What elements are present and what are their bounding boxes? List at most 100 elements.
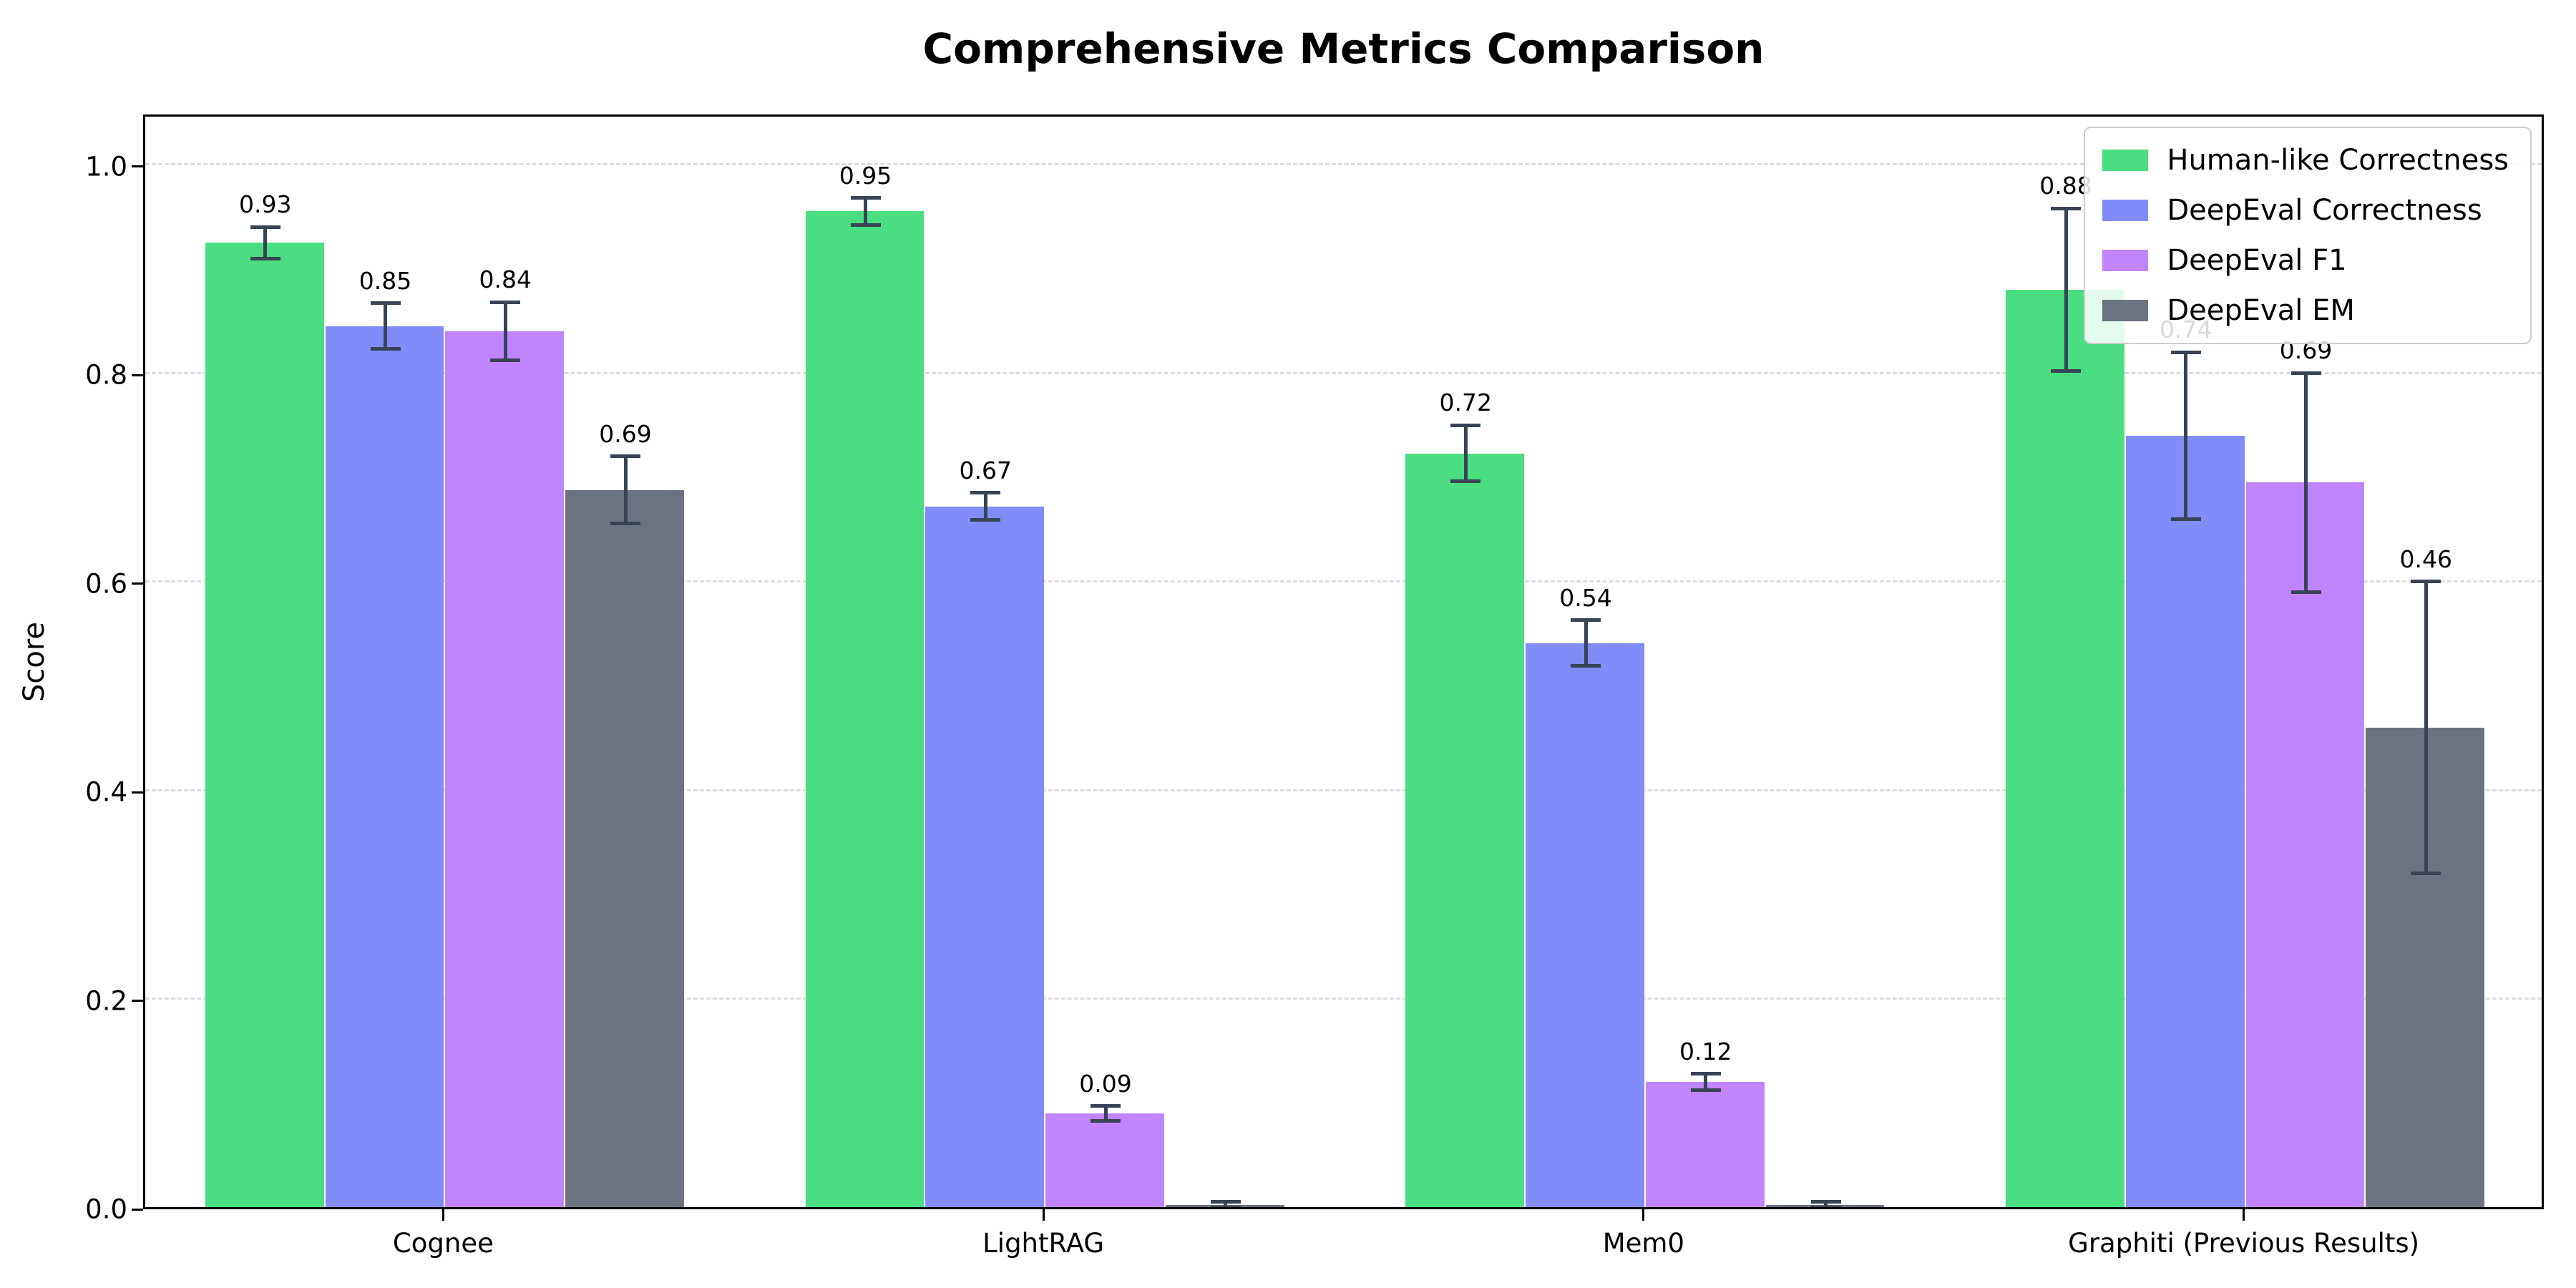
error-bar-cap	[1690, 1072, 1721, 1075]
error-bar-cap	[1450, 423, 1481, 427]
legend-item: DeepEval EM	[2102, 294, 2509, 327]
error-bar-cap	[1091, 1104, 1121, 1108]
bar-value-label: 0.12	[1679, 1037, 1732, 1065]
y-tick-label: 0.6	[85, 568, 127, 600]
legend-swatch	[2102, 300, 2149, 321]
error-bar-cap	[2290, 371, 2321, 375]
bar-value-label: 0.93	[239, 190, 292, 219]
bar	[2006, 289, 2124, 1207]
y-tick-label: 0.0	[85, 1194, 127, 1225]
bar	[1405, 453, 1525, 1207]
bar	[925, 506, 1045, 1207]
bar	[805, 211, 924, 1207]
y-tick-mark	[132, 1208, 143, 1211]
error-bar-line	[2064, 208, 2068, 371]
x-tick-mark	[441, 1209, 444, 1221]
bar	[445, 331, 565, 1207]
legend-label: DeepEval EM	[2167, 294, 2355, 327]
error-bar-cap	[1690, 1088, 1721, 1093]
bar	[325, 326, 444, 1207]
chart-title: Comprehensive Metrics Comparison	[922, 24, 1765, 73]
error-bar-line	[1463, 425, 1468, 482]
bar-value-label: 0.54	[1559, 583, 1612, 612]
legend-label: DeepEval Correctness	[2167, 194, 2482, 227]
error-bar-line	[503, 302, 507, 361]
bar	[1526, 643, 1644, 1207]
legend-swatch	[2102, 200, 2149, 221]
error-bar-cap	[970, 491, 1001, 495]
error-bar-line	[864, 197, 867, 225]
legend-label: DeepEval F1	[2167, 244, 2347, 277]
bar-value-label: 0.67	[959, 456, 1012, 484]
gridline	[145, 580, 2542, 583]
bar-value-label: 0.72	[1439, 389, 1492, 417]
error-bar-cap	[490, 300, 521, 304]
legend-item: DeepEval Correctness	[2102, 194, 2509, 227]
legend-label: Human-like Correctness	[2167, 144, 2509, 177]
error-bar-line	[983, 492, 987, 520]
error-bar-cap	[2051, 206, 2081, 210]
y-tick-mark	[132, 582, 143, 585]
bar-value-label: 0.88	[2039, 172, 2092, 200]
error-bar-cap	[250, 256, 280, 260]
x-tick-label: LightRAG	[982, 1228, 1105, 1259]
gridline	[145, 371, 2542, 374]
y-axis-label: Score	[18, 621, 51, 703]
error-bar-cap	[1210, 1200, 1241, 1204]
legend-swatch	[2102, 150, 2149, 171]
bar-value-label: 0.84	[479, 265, 532, 294]
legend: Human-like Correctness DeepEval Correctne…	[2084, 127, 2532, 344]
bar-value-label: 0.95	[839, 161, 892, 190]
x-tick-mark	[1642, 1209, 1645, 1221]
error-bar-cap	[610, 521, 640, 525]
error-bar-cap	[610, 454, 640, 459]
bar	[205, 243, 324, 1207]
y-tick-mark	[132, 1000, 143, 1002]
y-tick-label: 0.4	[85, 776, 127, 808]
y-tick-mark	[132, 165, 143, 168]
error-bar-cap	[1571, 618, 1601, 623]
error-bar-cap	[490, 358, 521, 363]
x-tick-mark	[2243, 1209, 2245, 1221]
error-bar-line	[2424, 581, 2428, 874]
error-bar-cap	[2411, 872, 2441, 876]
error-bar-line	[2304, 373, 2308, 592]
error-bar-cap	[250, 225, 280, 229]
bar	[565, 489, 684, 1207]
bar-value-label: 0.69	[599, 419, 652, 448]
error-bar-cap	[370, 301, 401, 306]
gridline	[145, 997, 2542, 1000]
error-bar-cap	[2411, 580, 2441, 584]
error-bar-cap	[1810, 1205, 1841, 1207]
error-bar-line	[1704, 1073, 1708, 1091]
x-tick-mark	[1042, 1209, 1045, 1221]
error-bar-cap	[850, 196, 881, 200]
error-bar-line	[1224, 1201, 1228, 1207]
bar-value-label: 0.85	[358, 266, 412, 295]
error-bar-line	[1103, 1106, 1108, 1121]
gridline	[145, 789, 2542, 791]
y-tick-mark	[132, 791, 143, 794]
plot-area: Human-like Correctness DeepEval Correctne…	[143, 114, 2544, 1209]
legend-item: DeepEval F1	[2102, 244, 2509, 277]
bar	[1045, 1113, 1164, 1207]
y-tick-mark	[132, 374, 143, 376]
error-bar-line	[263, 227, 268, 258]
error-bar-cap	[370, 347, 401, 351]
error-bar-cap	[1810, 1200, 1841, 1204]
error-bar-line	[384, 303, 387, 349]
x-tick-label: Mem0	[1602, 1228, 1685, 1259]
y-tick-label: 0.8	[85, 359, 127, 391]
error-bar-cap	[1571, 664, 1601, 668]
bar-value-label: 0.09	[1079, 1069, 1132, 1098]
bar	[2125, 435, 2245, 1207]
error-bar-cap	[1091, 1118, 1121, 1123]
error-bar-cap	[970, 518, 1001, 522]
error-bar-line	[1824, 1201, 1828, 1207]
gridline	[145, 163, 2542, 166]
error-bar-cap	[1450, 479, 1481, 484]
legend-swatch	[2102, 250, 2149, 271]
x-tick-label: Graphiti (Previous Results)	[2068, 1228, 2420, 1259]
error-bar-cap	[2170, 517, 2201, 521]
